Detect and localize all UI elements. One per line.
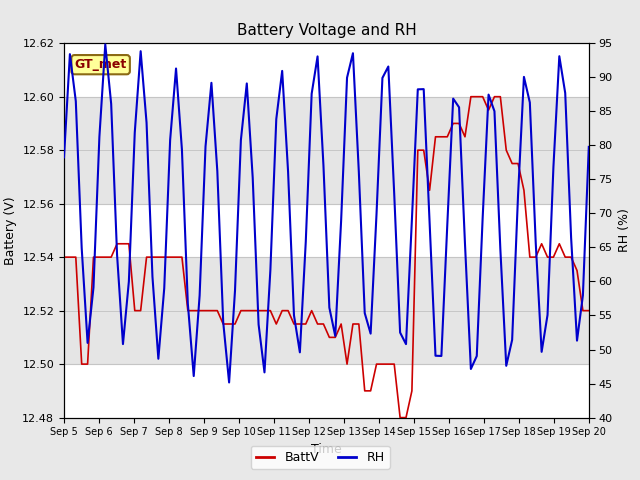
RH <box>225 380 233 385</box>
Bar <box>64 257 589 364</box>
RH <box>60 155 68 160</box>
RH <box>585 144 593 150</box>
BattV <box>431 134 439 140</box>
BattV <box>585 308 593 313</box>
RH <box>508 337 516 343</box>
Title: Battery Voltage and RH: Battery Voltage and RH <box>237 23 416 38</box>
RH <box>438 353 445 359</box>
Y-axis label: Battery (V): Battery (V) <box>4 196 17 264</box>
RH <box>573 338 581 344</box>
Line: BattV: BattV <box>64 96 589 418</box>
BattV <box>60 254 68 260</box>
BattV <box>396 415 404 420</box>
RH <box>520 74 528 80</box>
BattV <box>520 187 528 193</box>
RH <box>231 288 239 293</box>
RH <box>101 42 109 48</box>
BattV <box>131 308 139 313</box>
RH <box>137 48 145 54</box>
Y-axis label: RH (%): RH (%) <box>618 208 631 252</box>
Bar <box>64 96 589 204</box>
BattV <box>508 161 516 167</box>
BattV <box>573 268 581 274</box>
BattV <box>220 321 227 327</box>
Line: RH: RH <box>64 45 589 383</box>
Text: GT_met: GT_met <box>74 58 127 71</box>
BattV <box>467 94 475 99</box>
X-axis label: Time: Time <box>311 443 342 456</box>
Legend: BattV, RH: BattV, RH <box>250 446 390 469</box>
